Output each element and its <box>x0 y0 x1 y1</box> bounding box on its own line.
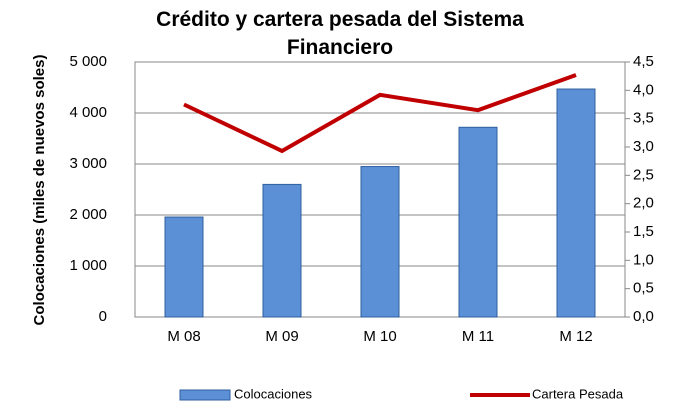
y-tick-label: 3 000 <box>69 155 107 172</box>
legend-label: Colocaciones <box>234 386 313 401</box>
y-tick-label: 2 000 <box>69 206 107 223</box>
bar <box>164 216 204 318</box>
legend-label: Cartera Pesada <box>532 386 624 401</box>
y2-tick-label: 3,5 <box>633 110 654 127</box>
bar <box>262 183 302 318</box>
y-tick-label: 5 000 <box>69 53 107 70</box>
y-tick-label: 0 <box>99 308 107 325</box>
y2-tick-label: 4,0 <box>633 81 654 98</box>
x-tick-label: M 08 <box>167 328 200 345</box>
y2-tick-label: 2,0 <box>633 195 654 212</box>
y-axis-label: Colocaciones (miles de nuevos soles) <box>31 55 48 326</box>
y-tick-label: 4 000 <box>69 104 107 121</box>
bar <box>360 166 400 318</box>
x-tick-label: M 09 <box>265 328 298 345</box>
x-tick-label: M 11 <box>462 328 494 345</box>
chart-title: Crédito y cartera pesada del Sistema Fin… <box>156 8 524 59</box>
y2-tick-label: 0,0 <box>633 308 654 325</box>
y2-tick-label: 2,5 <box>633 166 654 183</box>
y2-tick-label: 1,5 <box>633 223 654 240</box>
bar <box>556 88 596 318</box>
x-tick-label: M 12 <box>559 328 592 345</box>
y2-tick-label: 4,5 <box>633 53 654 70</box>
line-series <box>183 73 577 154</box>
y2-tick-label: 3,0 <box>633 138 654 155</box>
bar <box>458 126 498 318</box>
y2-tick-label: 0,5 <box>633 280 654 297</box>
y2-tick-label: 1,0 <box>633 251 654 268</box>
y-tick-label: 1 000 <box>69 257 107 274</box>
x-tick-label: M 10 <box>363 328 396 345</box>
legend-swatch <box>179 389 231 401</box>
